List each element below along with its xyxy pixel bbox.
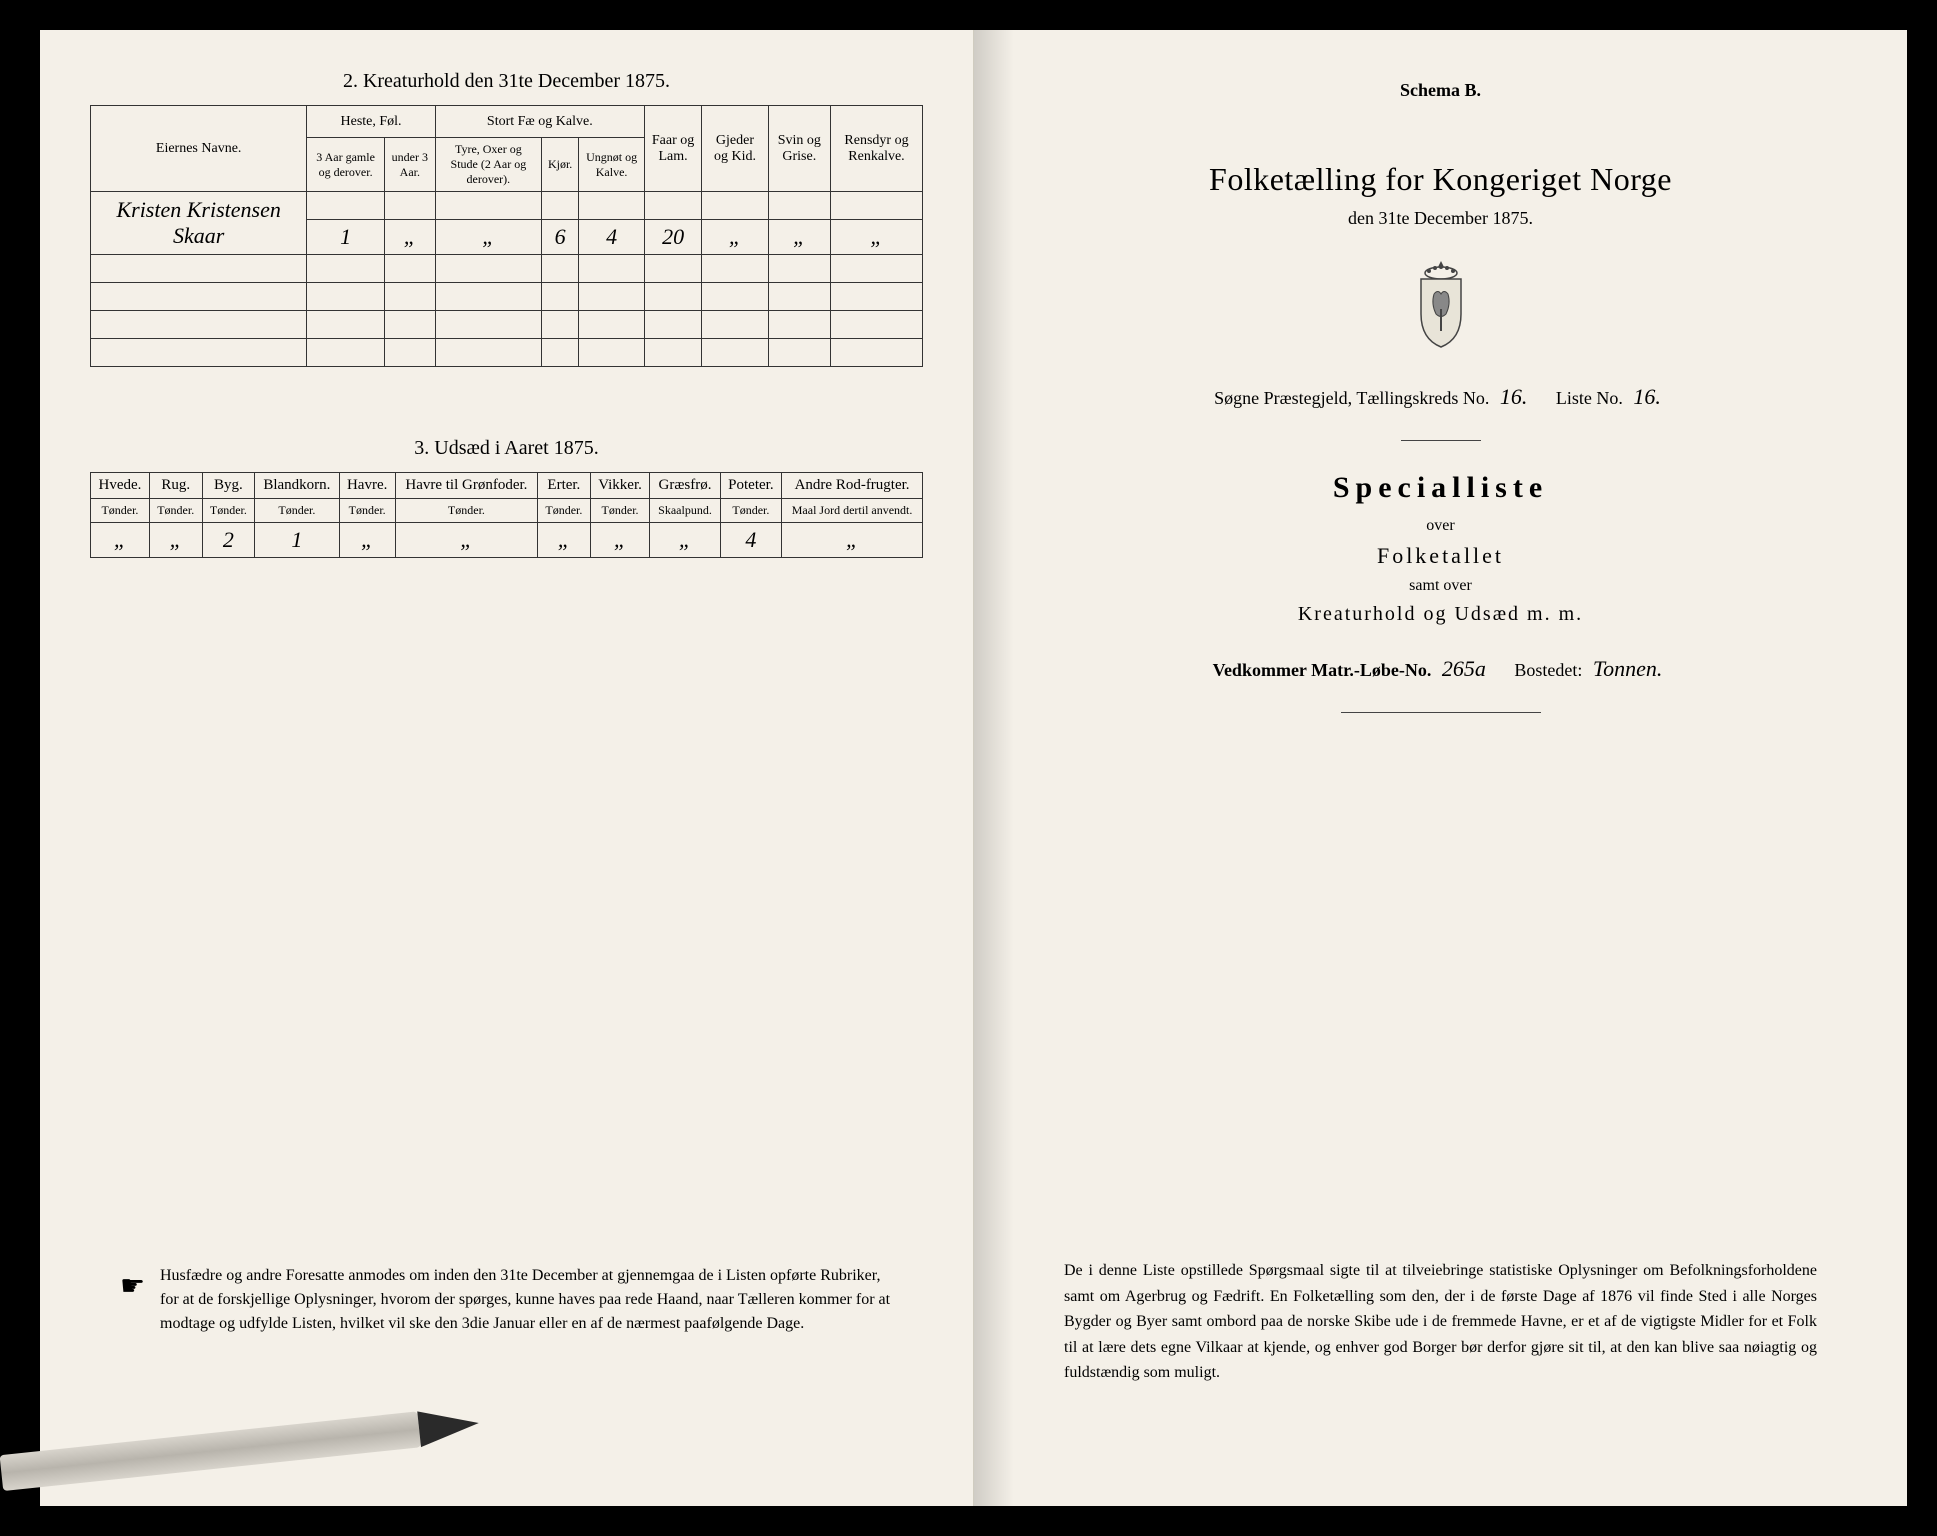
kreaturhold-table: Eiernes Navne. Heste, Føl. Stort Fæ og K… — [90, 105, 923, 367]
pencil-tip — [417, 1405, 480, 1447]
parish-pre: Søgne Præstegjeld, Tællingskreds No. — [1214, 388, 1489, 408]
unit: Maal Jord dertil anvendt. — [782, 499, 923, 523]
col: Blandkorn. — [255, 473, 339, 499]
unit: Tønder. — [720, 499, 782, 523]
schema-label: Schema B. — [1024, 80, 1857, 101]
col: Poteter. — [720, 473, 782, 499]
col-gjeder: Gjeder og Kid. — [702, 106, 768, 192]
matr-line: Vedkommer Matr.-Løbe-No. 265a Bostedet: … — [1024, 656, 1857, 682]
col: Byg. — [202, 473, 255, 499]
cell: „ — [650, 523, 720, 558]
unit: Tønder. — [538, 499, 591, 523]
cell: „ — [768, 220, 830, 255]
unit: Tønder. — [255, 499, 339, 523]
right-footer-text: De i denne Liste opstillede Spørgsmaal s… — [1064, 1258, 1817, 1386]
matr-label: Vedkommer Matr.-Løbe-No. — [1213, 660, 1432, 680]
sub-fae1: Tyre, Oxer og Stude (2 Aar og derover). — [435, 138, 541, 192]
sub-fae3: Ungnøt og Kalve. — [579, 138, 645, 192]
bostedet-label: Bostedet: — [1514, 660, 1582, 680]
cell: „ — [339, 523, 395, 558]
cell: „ — [830, 220, 922, 255]
pointing-hand-icon: ☛ — [120, 1266, 145, 1308]
folketallet-label: Folketallet — [1024, 543, 1857, 569]
left-footer-note: ☛ Husfædre og andre Foresatte anmodes om… — [160, 1264, 893, 1336]
unit: Tønder. — [91, 499, 150, 523]
unit: Tønder. — [590, 499, 650, 523]
unit: Tønder. — [339, 499, 395, 523]
table-row: Kristen Kristensen Skaar — [91, 192, 923, 220]
unit: Tønder. — [395, 499, 537, 523]
sub-heste2: under 3 Aar. — [384, 138, 435, 192]
over-label: over — [1024, 517, 1857, 535]
col-svin: Svin og Grise. — [768, 106, 830, 192]
col: Hvede. — [91, 473, 150, 499]
sub-date: den 31te December 1875. — [1024, 208, 1857, 229]
right-page: Schema B. Folketælling for Kongeriget No… — [974, 30, 1907, 1506]
samt-label: samt over — [1024, 577, 1857, 595]
col: Havre til Grønfoder. — [395, 473, 537, 499]
udsaed-table: Hvede. Rug. Byg. Blandkorn. Havre. Havre… — [90, 472, 923, 558]
owner-name: Kristen Kristensen Skaar — [91, 192, 307, 255]
cell: 20 — [644, 220, 701, 255]
cell: „ — [384, 220, 435, 255]
specialliste-title: Specialliste — [1024, 471, 1857, 505]
col-heste: Heste, Føl. — [307, 106, 435, 138]
cell: „ — [538, 523, 591, 558]
coat-of-arms-icon — [1024, 259, 1857, 354]
col: Vikker. — [590, 473, 650, 499]
pencil-barrel — [0, 1411, 421, 1491]
table-row — [91, 255, 923, 283]
kreds-no: 16. — [1494, 384, 1534, 409]
col: Erter. — [538, 473, 591, 499]
cell: „ — [435, 220, 541, 255]
col: Andre Rod-frugter. — [782, 473, 923, 499]
sub-heste1: 3 Aar gamle og derover. — [307, 138, 385, 192]
table-row — [91, 339, 923, 367]
cell: 1 — [255, 523, 339, 558]
divider — [1341, 712, 1541, 713]
cell: „ — [590, 523, 650, 558]
cell: 4 — [579, 220, 645, 255]
book-spread: 2. Kreaturhold den 31te December 1875. E… — [40, 30, 1907, 1506]
bostedet-value: Tonnen. — [1587, 656, 1668, 681]
table-row — [91, 283, 923, 311]
footer-text: Husfædre og andre Foresatte anmodes om i… — [160, 1267, 890, 1332]
liste-label: Liste No. — [1556, 388, 1623, 408]
cell: „ — [395, 523, 537, 558]
cell: „ — [91, 523, 150, 558]
unit: Tønder. — [202, 499, 255, 523]
matr-no: 265a — [1436, 656, 1492, 681]
col: Havre. — [339, 473, 395, 499]
liste-no: 16. — [1627, 384, 1667, 409]
cell: „ — [782, 523, 923, 558]
left-page: 2. Kreaturhold den 31te December 1875. E… — [40, 30, 974, 1506]
cell: „ — [702, 220, 768, 255]
kreatur-label: Kreaturhold og Udsæd m. m. — [1024, 603, 1857, 626]
col-fae: Stort Fæ og Kalve. — [435, 106, 644, 138]
cell: 6 — [541, 220, 578, 255]
table-row: „ „ 2 1 „ „ „ „ „ 4 „ — [91, 523, 923, 558]
divider — [1401, 440, 1481, 441]
pencil-overlay — [0, 1389, 522, 1503]
cell: 4 — [720, 523, 782, 558]
col: Græsfrø. — [650, 473, 720, 499]
unit: Tønder. — [149, 499, 202, 523]
col-ren: Rensdyr og Renkalve. — [830, 106, 922, 192]
main-title: Folketælling for Kongeriget Norge — [1024, 161, 1857, 198]
sub-fae2: Kjør. — [541, 138, 578, 192]
cell: „ — [149, 523, 202, 558]
col-faar: Faar og Lam. — [644, 106, 701, 192]
section2-title: 2. Kreaturhold den 31te December 1875. — [90, 70, 923, 93]
cell: 1 — [307, 220, 385, 255]
unit: Skaalpund. — [650, 499, 720, 523]
cell: 2 — [202, 523, 255, 558]
col-owner: Eiernes Navne. — [91, 106, 307, 192]
col: Rug. — [149, 473, 202, 499]
section3-title: 3. Udsæd i Aaret 1875. — [90, 437, 923, 460]
table-row — [91, 311, 923, 339]
parish-line: Søgne Præstegjeld, Tællingskreds No. 16.… — [1024, 384, 1857, 410]
